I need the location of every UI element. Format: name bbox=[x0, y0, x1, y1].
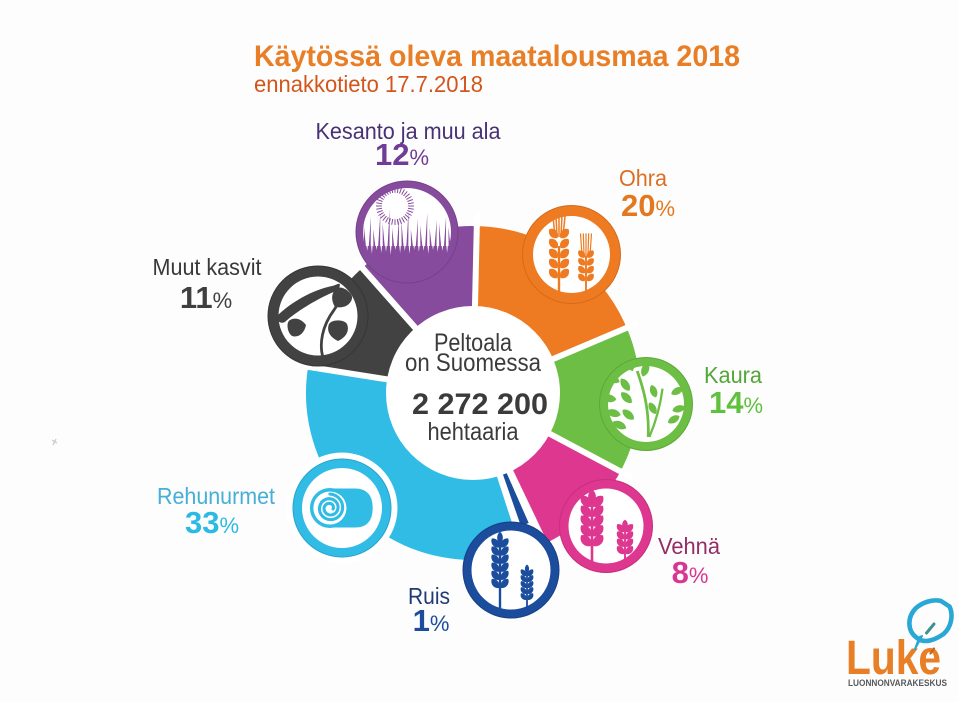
svg-text:Peltoala: Peltoala bbox=[434, 329, 512, 357]
svg-text:8%: 8% bbox=[672, 555, 709, 590]
svg-text:Käytössä oleva maatalousmaa 20: Käytössä oleva maatalousmaa 2018 bbox=[254, 40, 740, 73]
svg-text:Ruis: Ruis bbox=[408, 583, 450, 609]
svg-text:Ohra: Ohra bbox=[619, 165, 667, 191]
svg-text:LUONNONVARAKESKUS: LUONNONVARAKESKUS bbox=[848, 678, 947, 689]
svg-text:on Suomessa: on Suomessa bbox=[405, 349, 541, 377]
svg-text:33%: 33% bbox=[185, 505, 239, 540]
svg-text:Rehunurmet: Rehunurmet bbox=[157, 483, 276, 509]
svg-text:Muut kasvit: Muut kasvit bbox=[153, 254, 263, 280]
svg-text:Kesanto ja muu ala: Kesanto ja muu ala bbox=[316, 118, 501, 144]
svg-text:hehtaaria: hehtaaria bbox=[428, 418, 519, 446]
svg-text:1%: 1% bbox=[413, 603, 450, 638]
svg-text:ennakkotieto 17.7.2018: ennakkotieto 17.7.2018 bbox=[254, 71, 483, 97]
svg-text:Kaura: Kaura bbox=[704, 362, 762, 388]
svg-text:14%: 14% bbox=[709, 385, 763, 420]
svg-text:12%: 12% bbox=[375, 137, 429, 172]
svg-text:20%: 20% bbox=[621, 188, 675, 223]
svg-text:2 272 200: 2 272 200 bbox=[412, 388, 548, 421]
svg-text:11%: 11% bbox=[180, 280, 232, 315]
svg-text:Vehnä: Vehnä bbox=[658, 533, 720, 559]
